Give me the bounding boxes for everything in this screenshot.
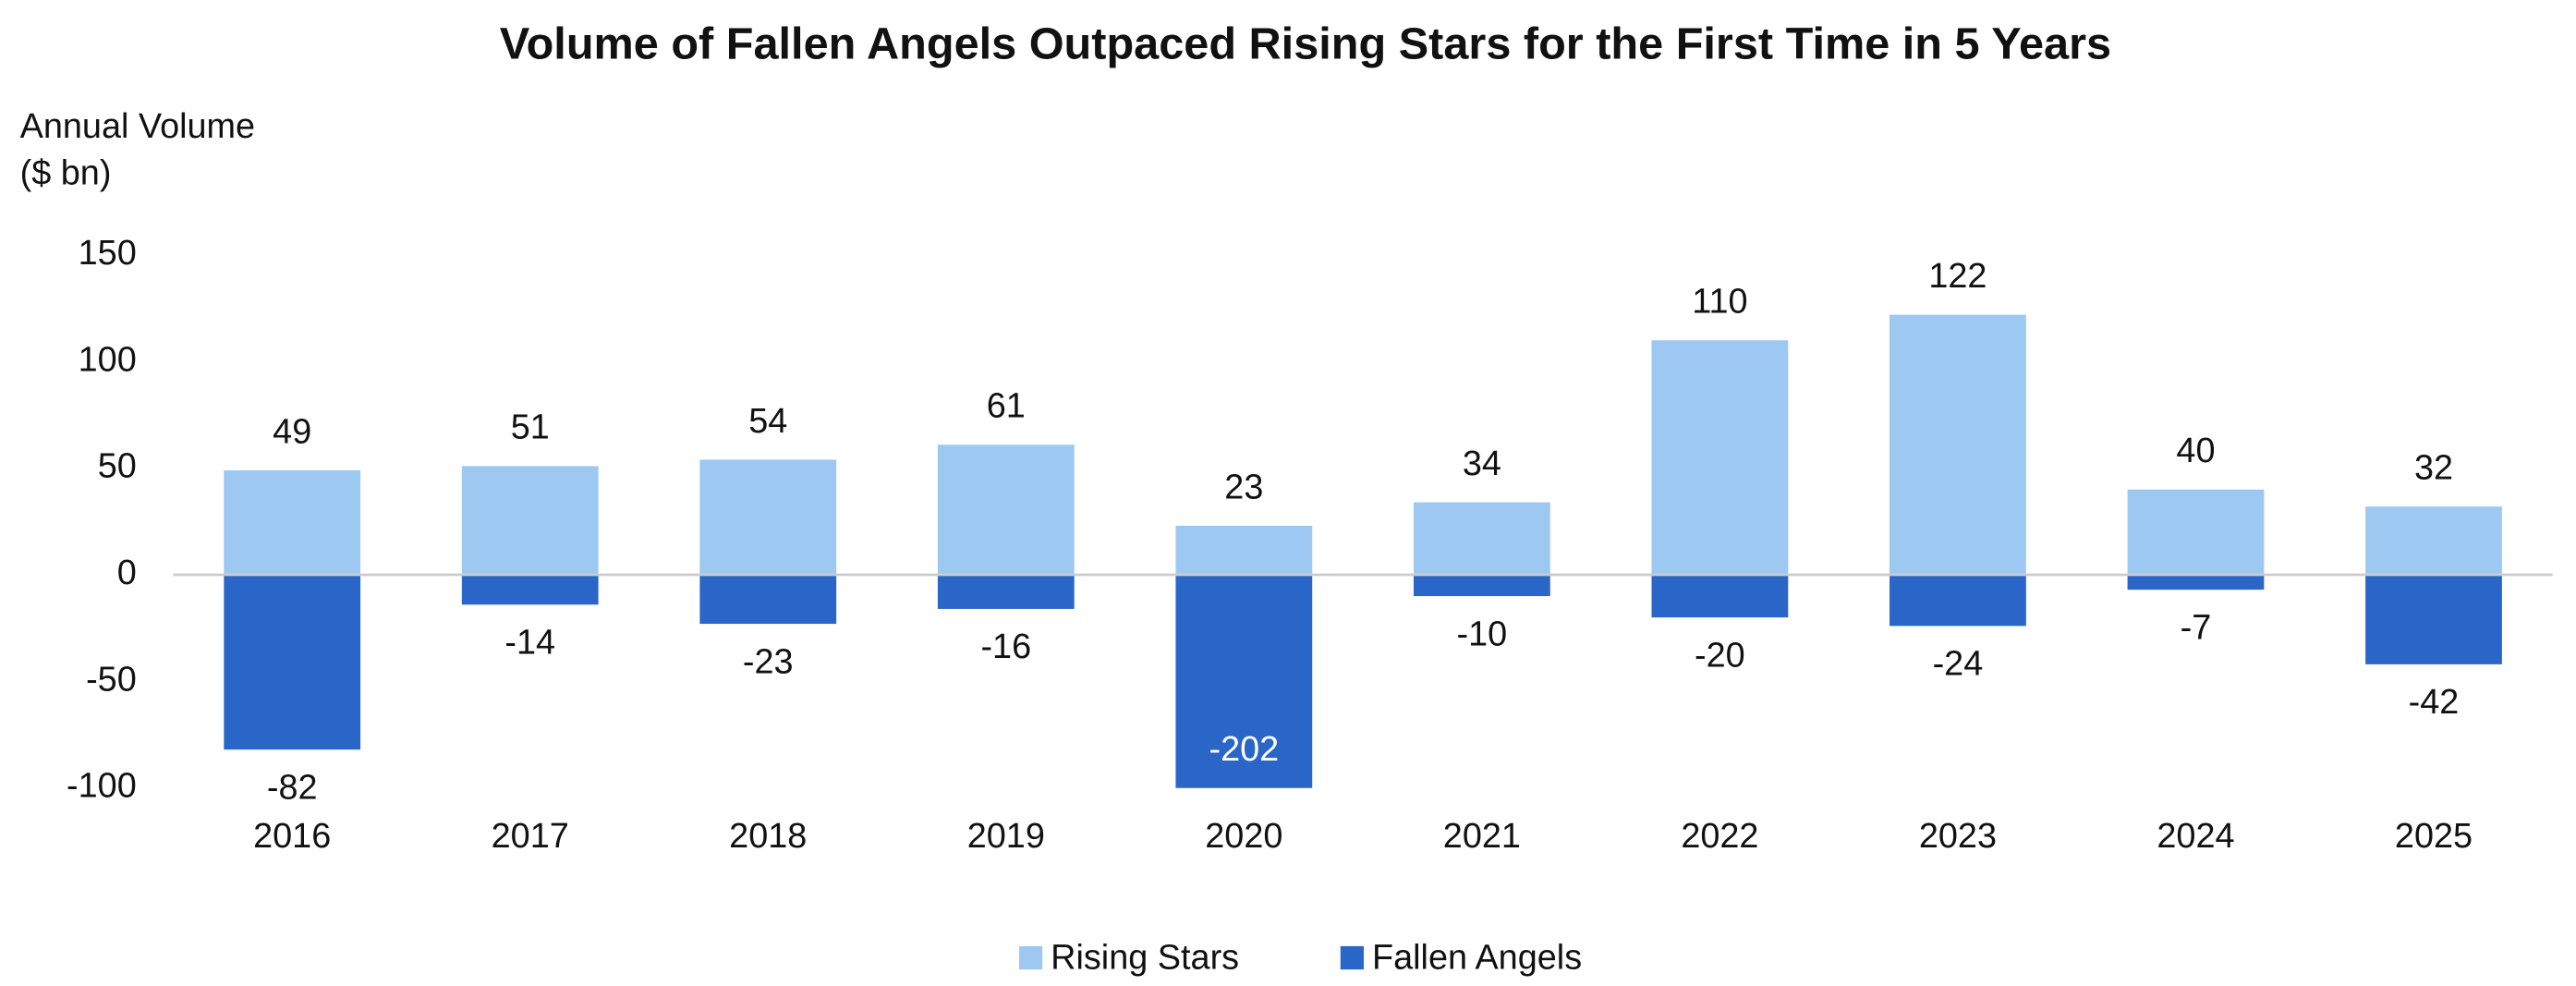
- data-label: -10: [1457, 615, 1508, 653]
- legend-swatch: [1340, 945, 1364, 970]
- y-axis-title: ($ bn): [20, 153, 112, 192]
- data-label: 110: [1692, 283, 1747, 322]
- bar: [1651, 340, 1789, 576]
- y-tick-label: -100: [67, 767, 137, 806]
- bar: [2127, 489, 2265, 576]
- bar: [461, 466, 599, 576]
- bar: [1889, 314, 2026, 576]
- x-tick-label: 2018: [729, 817, 807, 856]
- data-label: 49: [273, 412, 311, 451]
- bar: [699, 459, 837, 576]
- data-label: -202: [1209, 730, 1279, 769]
- data-label: 32: [2414, 449, 2453, 488]
- bar: [937, 575, 1075, 609]
- bar: [1175, 575, 1313, 788]
- data-label: -7: [2181, 608, 2212, 647]
- data-label: 34: [1463, 444, 1501, 483]
- bar: [224, 469, 361, 576]
- data-label: 122: [1928, 257, 1987, 296]
- y-tick-label: 50: [98, 447, 137, 486]
- data-label: 61: [987, 387, 1026, 426]
- data-label: 54: [748, 402, 787, 441]
- legend-swatch: [1018, 945, 1043, 970]
- chart-title: Volume of Fallen Angels Outpaced Rising …: [500, 19, 2111, 69]
- bar: [699, 575, 837, 625]
- bar: [224, 575, 361, 750]
- x-tick-label: 2022: [1681, 817, 1758, 856]
- x-tick-label: 2023: [1919, 817, 1997, 856]
- data-label: 51: [511, 408, 550, 447]
- data-label: -42: [2409, 683, 2460, 722]
- x-tick-label: 2025: [2395, 817, 2473, 856]
- data-label: 40: [2176, 432, 2215, 470]
- data-label: 23: [1224, 468, 1263, 506]
- data-label: -14: [504, 624, 555, 663]
- data-label: -23: [743, 642, 794, 681]
- bar: [937, 444, 1075, 576]
- legend-label: Rising Stars: [1051, 938, 1239, 977]
- y-tick-label: 100: [79, 340, 137, 379]
- bar: [1889, 575, 2026, 627]
- bar: [1651, 575, 1789, 618]
- x-tick-label: 2019: [967, 817, 1045, 856]
- x-tick-label: 2017: [492, 817, 569, 856]
- x-tick-label: 2020: [1205, 817, 1282, 856]
- bar: [2127, 575, 2265, 590]
- plot-area: [224, 314, 2502, 788]
- bar: [1175, 525, 1313, 576]
- data-label: -24: [1933, 645, 1984, 684]
- y-tick-label: 150: [79, 234, 137, 273]
- bar: [461, 575, 599, 605]
- bar: [2365, 575, 2502, 664]
- x-tick-label: 2016: [253, 817, 331, 856]
- bar: [1413, 575, 1550, 597]
- legend-label: Fallen Angels: [1372, 938, 1582, 977]
- bar: [1413, 502, 1550, 576]
- data-label: -82: [267, 768, 318, 807]
- bar: [2365, 506, 2502, 576]
- y-axis-title: Annual Volume: [20, 107, 255, 146]
- data-label: -16: [980, 627, 1031, 666]
- y-tick-label: -50: [86, 660, 137, 699]
- y-tick-label: 0: [117, 554, 137, 592]
- data-label: -20: [1695, 636, 1745, 675]
- x-tick-label: 2021: [1443, 817, 1521, 856]
- x-tick-label: 2024: [2157, 817, 2234, 856]
